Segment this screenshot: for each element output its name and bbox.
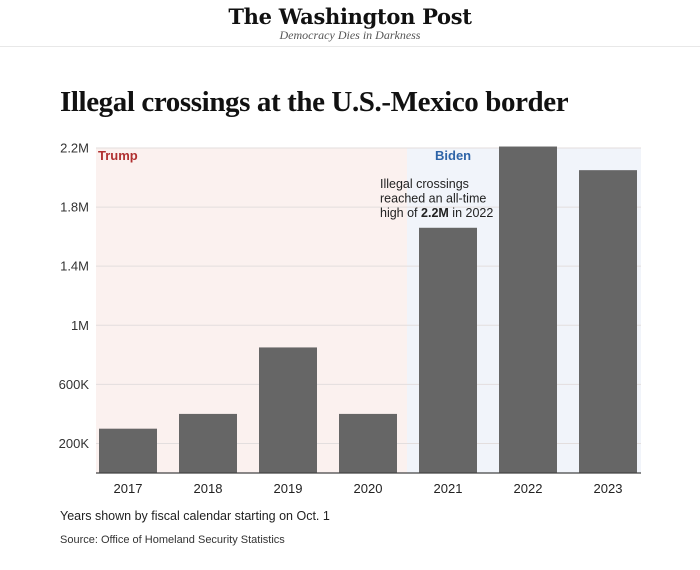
annotation-line-suffix: in 2022 [449, 206, 494, 220]
annotation-highlight: 2.2M [421, 206, 449, 220]
y-tick-label: 200K [59, 436, 90, 451]
bar-2020 [339, 413, 397, 473]
era-label-biden: Biden [435, 148, 471, 163]
era-label-trump: Trump [98, 148, 138, 163]
x-tick-label: 2019 [274, 481, 303, 496]
masthead: The Washington Post Democracy Dies in Da… [0, 0, 700, 47]
annotation-line: Illegal crossings [380, 177, 469, 191]
x-axis-ticks: 2017 2018 2019 2020 2021 2022 2023 [114, 481, 623, 496]
x-tick-label: 2017 [114, 481, 143, 496]
chart-note: Years shown by fiscal calendar starting … [60, 509, 330, 523]
x-tick-label: 2023 [594, 481, 623, 496]
y-tick-label: 1M [71, 318, 89, 333]
y-tick-label: 1.4M [60, 259, 89, 274]
tagline: Democracy Dies in Darkness [279, 28, 421, 42]
bars [99, 146, 637, 474]
chart-title: Illegal crossings at the U.S.-Mexico bor… [60, 86, 569, 118]
x-tick-label: 2018 [194, 481, 223, 496]
x-tick-label: 2022 [514, 481, 543, 496]
brand-logo[interactable]: The Washington Post [228, 4, 472, 29]
y-tick-label: 1.8M [60, 200, 89, 215]
bar-2021 [419, 227, 477, 473]
annotation-peak: Illegal crossings reached an all-time high… [380, 177, 493, 220]
y-axis-ticks: 200K 600K 1M 1.4M 1.8M 2.2M [59, 141, 90, 451]
era-labels: Trump Biden [98, 148, 471, 163]
annotation-line: reached an all-time [380, 192, 486, 206]
x-tick-label: 2021 [434, 481, 463, 496]
x-tick-label: 2020 [354, 481, 383, 496]
bar-2018 [179, 413, 237, 473]
chart-source: Source: Office of Homeland Security Stat… [60, 534, 285, 546]
bar-2023 [579, 170, 637, 473]
y-tick-label: 600K [59, 377, 90, 392]
annotation-line: high of [380, 206, 421, 220]
bar-2022 [499, 146, 557, 474]
bar-2019 [259, 347, 317, 473]
y-tick-label: 2.2M [60, 141, 89, 156]
bar-2017 [99, 428, 157, 473]
